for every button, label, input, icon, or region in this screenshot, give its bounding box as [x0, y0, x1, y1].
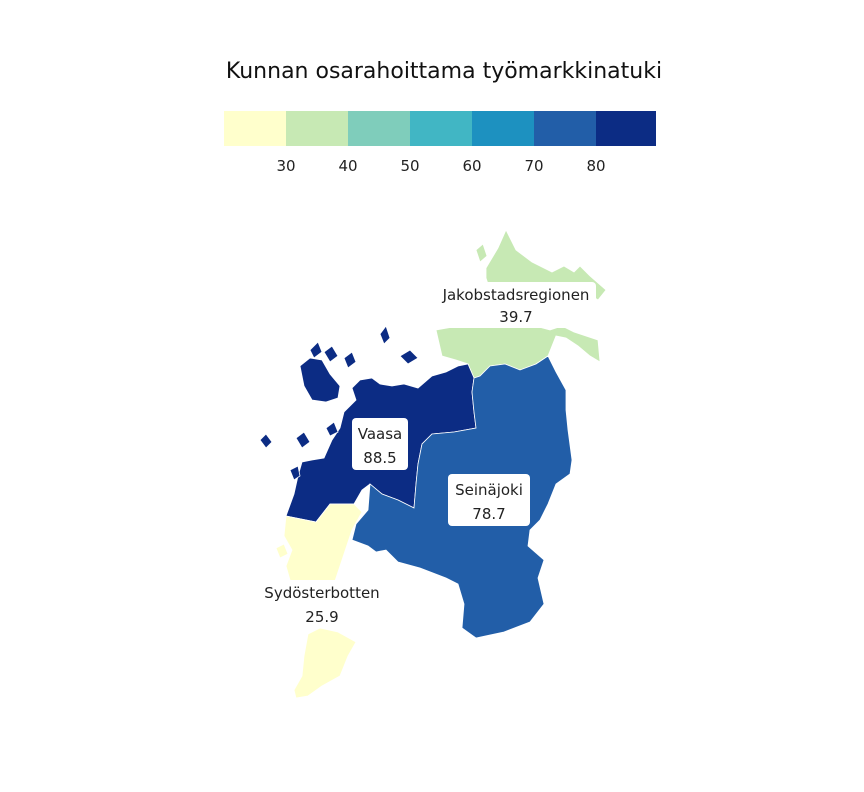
color-legend: 30 40 50 60 70 80 [224, 111, 656, 175]
region-name: Seinäjoki [455, 481, 523, 499]
label-box [260, 580, 384, 628]
label-box [448, 474, 530, 526]
label-vaasa: Vaasa 88.5 [352, 418, 408, 470]
legend-tick-30: 30 [276, 157, 295, 175]
label-seinajoki: Seinäjoki 78.7 [448, 474, 530, 526]
label-sydosterbotten: Sydösterbotten 25.9 [260, 580, 384, 628]
legend-tick-60: 60 [462, 157, 481, 175]
region-value: 88.5 [363, 449, 396, 467]
legend-tick-80: 80 [586, 157, 605, 175]
region-value: 78.7 [472, 505, 505, 523]
map-title: Kunnan osarahoittama työmarkkinatuki [226, 59, 662, 84]
legend-swatch-7 [596, 111, 656, 146]
region-name: Vaasa [358, 425, 403, 443]
legend-tick-40: 40 [338, 157, 357, 175]
legend-swatch-1 [224, 111, 286, 146]
region-name: Jakobstadsregionen [442, 286, 590, 304]
legend-tick-50: 50 [400, 157, 419, 175]
legend-swatch-4 [410, 111, 472, 146]
region-value: 39.7 [499, 308, 532, 326]
legend-swatch-6 [534, 111, 596, 146]
label-box [352, 418, 408, 470]
legend-swatch-5 [472, 111, 534, 146]
label-box [436, 282, 596, 328]
legend-tick-70: 70 [524, 157, 543, 175]
region-value: 25.9 [305, 608, 338, 626]
label-jakobstadsregionen: Jakobstadsregionen 39.7 [436, 282, 596, 328]
legend-swatch-2 [286, 111, 348, 146]
region-name: Sydösterbotten [264, 584, 379, 602]
legend-swatch-3 [348, 111, 410, 146]
